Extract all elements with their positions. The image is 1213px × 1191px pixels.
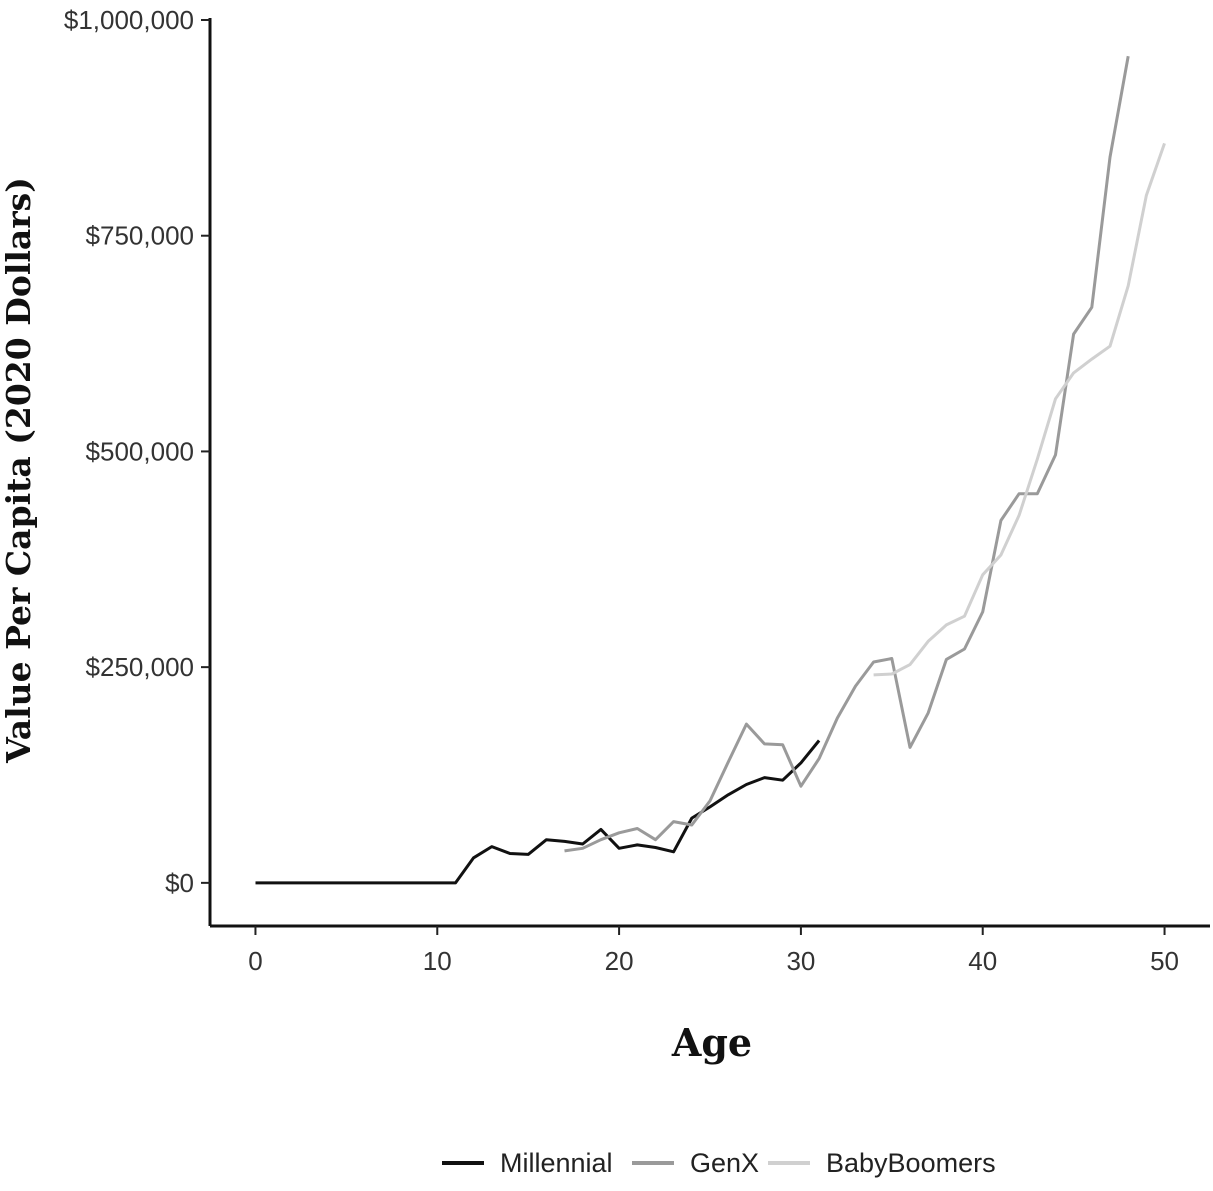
series-layer — [255, 55, 1166, 885]
y-tick-label: $250,000 — [86, 652, 194, 682]
y-tick-label: $500,000 — [86, 436, 194, 466]
legend-label-genx: GenX — [690, 1148, 759, 1178]
y-tick-label: $750,000 — [86, 221, 194, 251]
y-axis-title: Value Per Capita (2020 Dollars) — [0, 177, 38, 764]
x-tick-label: 20 — [605, 946, 634, 976]
series-line-millennial — [255, 739, 821, 885]
x-tick-label: 10 — [423, 946, 452, 976]
y-tick-label: $1,000,000 — [64, 5, 194, 35]
x-tick-label: 40 — [968, 946, 997, 976]
series-line-genx — [564, 55, 1130, 853]
x-tick-label: 30 — [786, 946, 815, 976]
x-tick-label: 50 — [1150, 946, 1179, 976]
y-axis-ticks: $0 $250,000 $500,000 $750,000 $1,000,000 — [64, 5, 210, 898]
x-axis-title: Age — [671, 1020, 752, 1065]
series-line-babyboomers — [873, 142, 1166, 677]
legend-item-millennial: Millennial — [442, 1148, 613, 1178]
x-axis-ticks: 0 10 20 30 40 50 — [248, 926, 1179, 976]
legend-item-genx: GenX — [632, 1148, 759, 1178]
legend: Millennial GenX BabyBoomers — [442, 1148, 996, 1178]
legend-label-millennial: Millennial — [500, 1148, 613, 1178]
axes-layer — [208, 18, 1210, 928]
legend-label-babyboomers: BabyBoomers — [826, 1148, 996, 1178]
legend-item-babyboomers: BabyBoomers — [768, 1148, 996, 1178]
x-tick-label: 0 — [248, 946, 262, 976]
y-tick-label: $0 — [165, 868, 194, 898]
